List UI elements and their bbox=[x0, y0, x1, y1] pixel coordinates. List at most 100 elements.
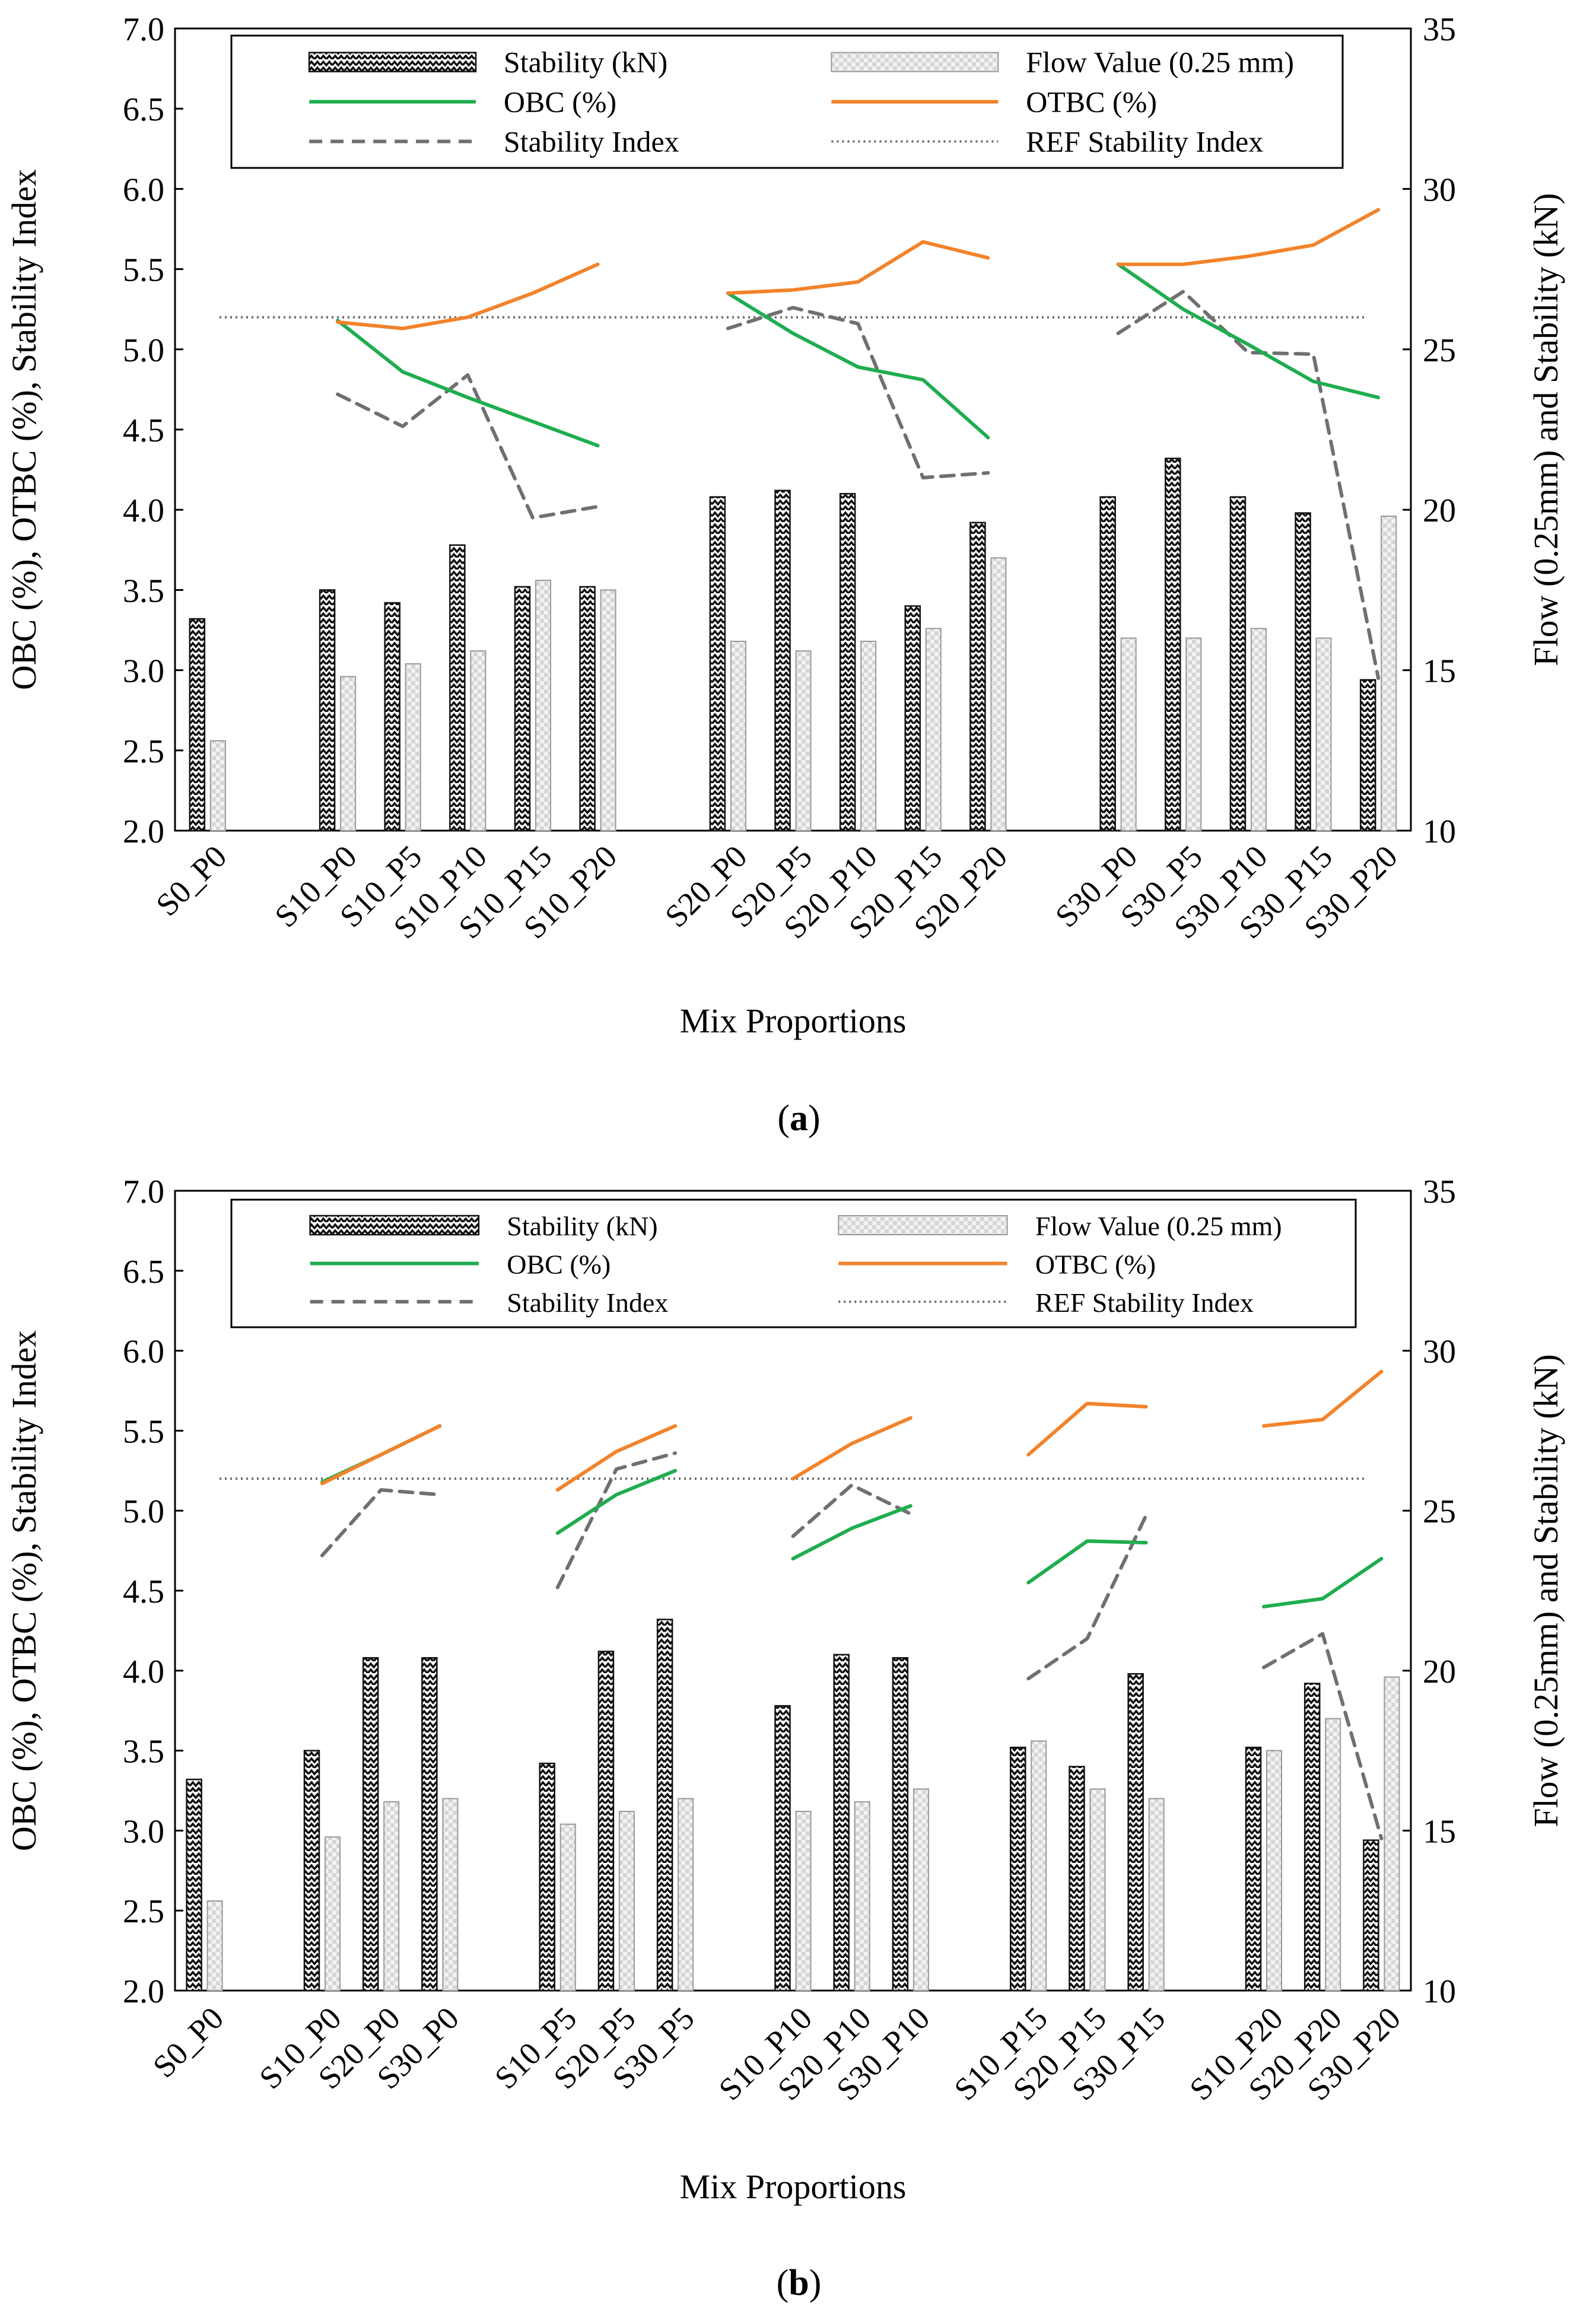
flow-bar bbox=[600, 589, 616, 832]
left-tick-label: 2.5 bbox=[123, 733, 164, 770]
flow-bar bbox=[678, 1798, 694, 1991]
flow-bar bbox=[559, 1823, 576, 1991]
legend-swatch-stability bbox=[309, 1215, 480, 1236]
otbc-line bbox=[320, 1424, 442, 1486]
stability-index-line bbox=[336, 373, 600, 520]
left-tick-label: 3.0 bbox=[123, 653, 164, 690]
flow-bar bbox=[913, 1788, 929, 1991]
stability-bar bbox=[656, 1619, 673, 1992]
y-axis-left-title: OBC (%), OTBC (%), Stability Index bbox=[5, 1330, 43, 1851]
legend-label-flow: Flow Value (0.25 mm) bbox=[1026, 46, 1294, 79]
flow-bar bbox=[618, 1811, 635, 1992]
legend-label-obc: OBC (%) bbox=[507, 1250, 611, 1280]
stability-index-line bbox=[320, 1488, 442, 1557]
stability-bar bbox=[774, 1705, 791, 1992]
stability-index-line bbox=[1116, 290, 1381, 681]
flow-bar bbox=[405, 663, 421, 832]
caption-letter: a bbox=[790, 1098, 808, 1139]
legend-label-otbc: OTBC (%) bbox=[1035, 1250, 1156, 1280]
stability-bar bbox=[1010, 1746, 1026, 1992]
stability-bar bbox=[579, 586, 596, 832]
stability-bar bbox=[539, 1762, 555, 1992]
caption-letter: b bbox=[789, 2263, 809, 2303]
left-tick-label: 4.5 bbox=[123, 412, 164, 449]
obc-line bbox=[555, 1468, 678, 1535]
stability-bar bbox=[319, 589, 336, 832]
x-axis-title: Mix Proportions bbox=[680, 1002, 907, 1040]
flow-bar bbox=[340, 676, 357, 832]
stability-index-line bbox=[1262, 1632, 1384, 1840]
legend-label-stability: Stability (kN) bbox=[504, 46, 667, 79]
y-axis-right-title: Flow (0.25mm) and Stability (kN) bbox=[1527, 193, 1565, 666]
left-tick-label: 5.5 bbox=[123, 252, 164, 289]
left-tick-label: 2.0 bbox=[123, 813, 164, 850]
flow-bar bbox=[442, 1798, 459, 1991]
flow-bar bbox=[795, 650, 812, 831]
x-tick-label: S0_P0 bbox=[149, 838, 233, 923]
legend-label-stability: Stability (kN) bbox=[507, 1211, 657, 1241]
right-tick-label: 10 bbox=[1423, 813, 1456, 850]
stability-index-line bbox=[1026, 1514, 1148, 1681]
legend-swatch-flow bbox=[831, 52, 999, 72]
flow-bar bbox=[535, 580, 551, 832]
right-tick-label: 35 bbox=[1423, 11, 1456, 48]
stability-bar bbox=[597, 1651, 615, 1992]
stability-bar bbox=[362, 1657, 379, 1992]
otbc-line bbox=[726, 240, 990, 295]
right-tick-label: 10 bbox=[1423, 1973, 1456, 2010]
right-tick-label: 25 bbox=[1423, 332, 1456, 369]
obc-line bbox=[336, 319, 600, 448]
legend-label-ref: REF Stability Index bbox=[1035, 1287, 1254, 1318]
legend-swatch-stability bbox=[308, 52, 477, 72]
stability-bar bbox=[303, 1750, 320, 1992]
panel-caption: (a) bbox=[777, 1098, 820, 1139]
obc-line bbox=[726, 291, 990, 440]
otbc-line bbox=[791, 1416, 913, 1481]
flow-bar bbox=[383, 1801, 400, 1992]
stability-bar bbox=[1363, 1839, 1379, 1992]
flow-bar bbox=[1120, 637, 1137, 832]
otbc-line bbox=[1262, 1369, 1384, 1428]
flow-bar bbox=[1384, 1676, 1400, 1991]
flow-bar bbox=[470, 650, 487, 831]
flow-bar bbox=[1250, 628, 1267, 832]
stability-bar bbox=[449, 544, 466, 832]
left-tick-label: 6.0 bbox=[123, 171, 164, 208]
obc-line bbox=[791, 1504, 913, 1561]
stability-bar bbox=[421, 1657, 438, 1992]
stability-index-line bbox=[555, 1451, 678, 1589]
flow-bar bbox=[795, 1811, 812, 1992]
y-axis-left-title: OBC (%), OTBC (%), Stability Index bbox=[5, 169, 43, 690]
caption-close: ) bbox=[809, 2263, 822, 2303]
left-tick-label: 4.5 bbox=[123, 1573, 164, 1610]
stability-bar bbox=[709, 496, 726, 832]
caption-open: ( bbox=[777, 1098, 790, 1139]
left-tick-label: 5.0 bbox=[123, 332, 164, 369]
flow-bar bbox=[324, 1836, 341, 1992]
stability-bar bbox=[1295, 512, 1311, 832]
left-tick-label: 4.0 bbox=[123, 1654, 164, 1690]
obc-line bbox=[1262, 1557, 1384, 1608]
flow-bar bbox=[854, 1801, 870, 1992]
stability-bar bbox=[1245, 1746, 1262, 1992]
legend-label-si: Stability Index bbox=[504, 125, 679, 158]
right-tick-label: 15 bbox=[1423, 1813, 1456, 1850]
stability-bar bbox=[186, 1778, 202, 1992]
chart-panel-a: 2.0 2.5 3.0 3.5 4.0 4.5 5.0 5.5 6.0 6.5 7.0 10 15 20 2… bbox=[5, 11, 1565, 1139]
right-tick-label: 25 bbox=[1423, 1493, 1456, 1530]
flow-bar bbox=[1325, 1718, 1341, 1991]
legend-label-otbc: OTBC (%) bbox=[1026, 85, 1157, 119]
stability-bar bbox=[839, 492, 856, 832]
flow-bar bbox=[1031, 1740, 1047, 1992]
stability-bar bbox=[189, 618, 206, 832]
right-tick-label: 15 bbox=[1423, 653, 1456, 690]
left-tick-label: 2.0 bbox=[123, 1973, 164, 2010]
left-tick-label: 3.5 bbox=[123, 573, 164, 609]
flow-bar bbox=[1089, 1788, 1106, 1991]
left-tick-label: 3.5 bbox=[123, 1734, 164, 1770]
flow-bar bbox=[1148, 1798, 1165, 1991]
flow-bar bbox=[209, 740, 226, 832]
caption-open: ( bbox=[777, 2263, 789, 2303]
y-axis-right-title: Flow (0.25mm) and Stability (kN) bbox=[1527, 1354, 1565, 1827]
right-tick-label: 35 bbox=[1423, 1174, 1456, 1210]
